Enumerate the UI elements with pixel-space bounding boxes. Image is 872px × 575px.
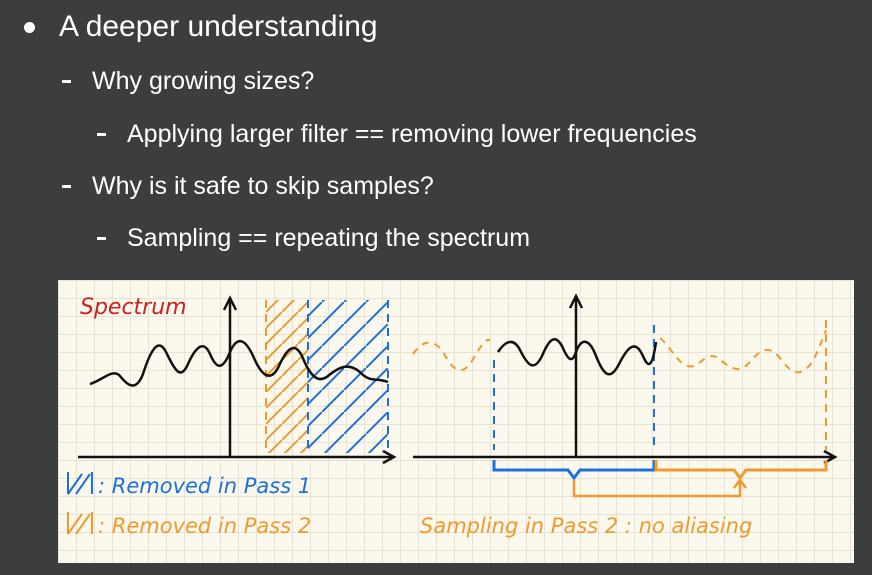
sub-sub-bullet-sampling: Sampling == repeating the spectrum bbox=[97, 224, 530, 253]
dash-icon bbox=[97, 237, 106, 240]
right-spectrum-curve bbox=[496, 338, 658, 376]
legend-pass1-label: : Removed in Pass 1 bbox=[98, 474, 311, 498]
legend-pass1-hatch-icon bbox=[67, 472, 93, 495]
sub-bullet-growing-sizes: Why growing sizes? bbox=[62, 67, 314, 96]
bullet-dot-icon bbox=[24, 21, 35, 33]
right-axis-arrow-icon bbox=[823, 449, 838, 465]
left-spectrum-curve bbox=[89, 339, 389, 387]
dash-icon bbox=[62, 185, 71, 188]
legend-pass2-hatch-icon bbox=[67, 512, 93, 535]
spectrum-figure: Spectrum : Removed in Pass 1 bbox=[58, 280, 854, 563]
sub-bullet-text: Why growing sizes? bbox=[92, 67, 315, 95]
aliasing-note: Sampling in Pass 2 : no aliasing bbox=[420, 514, 752, 538]
sub-bullet-text: Why is it safe to skip samples? bbox=[92, 172, 434, 200]
left-up-arrow-icon bbox=[222, 295, 238, 311]
pass1-hatch-region bbox=[308, 300, 388, 453]
orange-brace bbox=[654, 460, 828, 481]
sub-sub-bullet-text: Sampling == repeating the spectrum bbox=[127, 224, 531, 252]
dash-icon bbox=[97, 133, 106, 136]
sub-bullet-skip-samples: Why is it safe to skip samples? bbox=[62, 172, 434, 201]
sub-sub-bullet-text: Applying larger filter == removing lower… bbox=[127, 120, 697, 148]
bullet-a-deeper-understanding: A deeper understanding bbox=[24, 10, 378, 44]
left-axis-arrow-icon bbox=[382, 449, 397, 465]
shift-arrow-icon bbox=[572, 477, 747, 498]
spectrum-sketch: Spectrum : Removed in Pass 1 bbox=[67, 293, 838, 538]
blue-brace bbox=[492, 460, 656, 481]
bullet-text: A deeper understanding bbox=[59, 10, 378, 43]
pass2-hatch-region bbox=[266, 300, 308, 453]
spectrum-title: Spectrum bbox=[80, 295, 187, 320]
repeated-spectrum-right bbox=[659, 329, 827, 374]
repeated-spectrum-left bbox=[412, 338, 491, 372]
legend-pass2-label: : Removed in Pass 2 bbox=[98, 514, 311, 538]
sub-sub-bullet-larger-filter: Applying larger filter == removing lower… bbox=[97, 120, 697, 149]
dash-icon bbox=[62, 80, 71, 83]
right-up-arrow-icon bbox=[568, 293, 584, 309]
